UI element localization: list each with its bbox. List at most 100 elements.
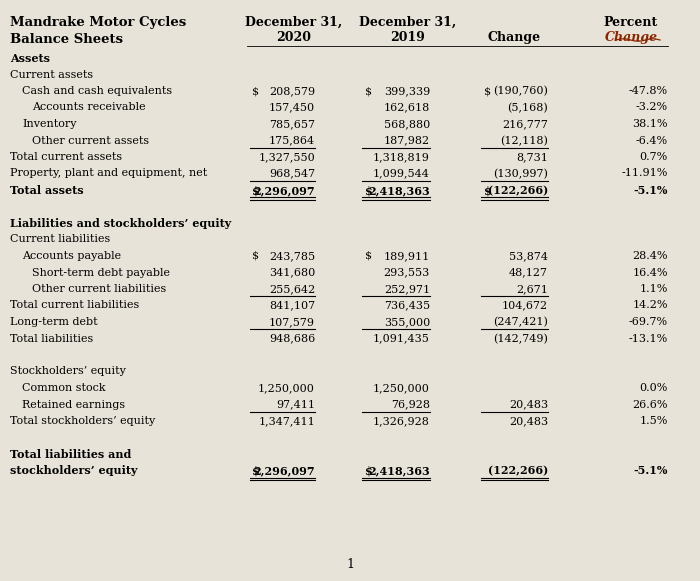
Text: (122,266): (122,266): [488, 185, 548, 196]
Text: 1,327,550: 1,327,550: [258, 152, 315, 162]
Text: $: $: [252, 251, 259, 261]
Text: 104,672: 104,672: [502, 300, 548, 310]
Text: 1,318,819: 1,318,819: [373, 152, 430, 162]
Text: Total assets: Total assets: [10, 185, 83, 196]
Text: 157,450: 157,450: [269, 102, 315, 113]
Text: Total stockholders’ equity: Total stockholders’ equity: [10, 416, 155, 426]
Text: (5,168): (5,168): [508, 102, 548, 113]
Text: Retained earnings: Retained earnings: [22, 400, 125, 410]
Text: Cash and cash equivalents: Cash and cash equivalents: [22, 86, 172, 96]
Text: 2,671: 2,671: [516, 284, 548, 294]
Text: 38.1%: 38.1%: [633, 119, 668, 129]
Text: 216,777: 216,777: [502, 119, 548, 129]
Text: 0.7%: 0.7%: [640, 152, 668, 162]
Text: 208,579: 208,579: [269, 86, 315, 96]
Text: 2019: 2019: [390, 31, 425, 44]
Text: -3.2%: -3.2%: [636, 102, 668, 113]
Text: $: $: [484, 86, 491, 96]
Text: Stockholders’ equity: Stockholders’ equity: [10, 367, 126, 376]
Text: 255,642: 255,642: [269, 284, 315, 294]
Text: 293,553: 293,553: [384, 267, 430, 278]
Text: 1,326,928: 1,326,928: [373, 416, 430, 426]
Text: 2,418,363: 2,418,363: [368, 185, 430, 196]
Text: (130,997): (130,997): [493, 168, 548, 179]
Text: 97,411: 97,411: [276, 400, 315, 410]
Text: 1.1%: 1.1%: [640, 284, 668, 294]
Text: $: $: [252, 86, 259, 96]
Text: Other current assets: Other current assets: [32, 135, 149, 145]
Text: Total liabilities and: Total liabilities and: [10, 449, 132, 460]
Text: Total current assets: Total current assets: [10, 152, 122, 162]
Text: (190,760): (190,760): [493, 86, 548, 96]
Text: 53,874: 53,874: [509, 251, 548, 261]
Text: 243,785: 243,785: [269, 251, 315, 261]
Text: 0.0%: 0.0%: [640, 383, 668, 393]
Text: $: $: [365, 251, 372, 261]
Text: -5.1%: -5.1%: [634, 465, 668, 476]
Text: Other current liabilities: Other current liabilities: [32, 284, 167, 294]
Text: 48,127: 48,127: [509, 267, 548, 278]
Text: 568,880: 568,880: [384, 119, 430, 129]
Text: $: $: [252, 185, 260, 196]
Text: 1: 1: [346, 558, 354, 571]
Text: Percent: Percent: [603, 16, 658, 29]
Text: 2,418,363: 2,418,363: [368, 465, 430, 476]
Text: Mandrake Motor Cycles: Mandrake Motor Cycles: [10, 16, 186, 29]
Text: 1.5%: 1.5%: [640, 416, 668, 426]
Text: (247,421): (247,421): [493, 317, 548, 327]
Text: 968,547: 968,547: [269, 168, 315, 178]
Text: 1,099,544: 1,099,544: [373, 168, 430, 178]
Text: -6.4%: -6.4%: [636, 135, 668, 145]
Text: $: $: [365, 86, 372, 96]
Text: 20,483: 20,483: [509, 400, 548, 410]
Text: 187,982: 187,982: [384, 135, 430, 145]
Text: December 31,: December 31,: [359, 16, 456, 29]
Text: 162,618: 162,618: [384, 102, 430, 113]
Text: (142,749): (142,749): [493, 333, 548, 344]
Text: 355,000: 355,000: [384, 317, 430, 327]
Text: $: $: [252, 465, 260, 476]
Text: Current liabilities: Current liabilities: [10, 235, 111, 245]
Text: -13.1%: -13.1%: [629, 333, 668, 343]
Text: Current assets: Current assets: [10, 70, 93, 80]
Text: (12,118): (12,118): [500, 135, 548, 146]
Text: $: $: [484, 185, 491, 196]
Text: 736,435: 736,435: [384, 300, 430, 310]
Text: 14.2%: 14.2%: [633, 300, 668, 310]
Text: 1,347,411: 1,347,411: [258, 416, 315, 426]
Text: 20,483: 20,483: [509, 416, 548, 426]
Text: December 31,: December 31,: [245, 16, 342, 29]
Text: 28.4%: 28.4%: [633, 251, 668, 261]
Text: 2,296,097: 2,296,097: [253, 185, 315, 196]
Text: 107,579: 107,579: [269, 317, 315, 327]
Text: stockholders’ equity: stockholders’ equity: [10, 465, 137, 476]
Text: 1,091,435: 1,091,435: [373, 333, 430, 343]
Text: Total current liabilities: Total current liabilities: [10, 300, 139, 310]
Text: -47.8%: -47.8%: [629, 86, 668, 96]
Text: Property, plant and equipment, net: Property, plant and equipment, net: [10, 168, 207, 178]
Text: Assets: Assets: [10, 53, 50, 64]
Text: 341,680: 341,680: [269, 267, 315, 278]
Text: Change: Change: [605, 31, 658, 44]
Text: 399,339: 399,339: [384, 86, 430, 96]
Text: Change: Change: [488, 31, 541, 44]
Text: -11.91%: -11.91%: [622, 168, 668, 178]
Text: Common stock: Common stock: [22, 383, 106, 393]
Text: -69.7%: -69.7%: [629, 317, 668, 327]
Text: Accounts payable: Accounts payable: [22, 251, 121, 261]
Text: 948,686: 948,686: [269, 333, 315, 343]
Text: Accounts receivable: Accounts receivable: [32, 102, 146, 113]
Text: 189,911: 189,911: [384, 251, 430, 261]
Text: 76,928: 76,928: [391, 400, 430, 410]
Text: 785,657: 785,657: [269, 119, 315, 129]
Text: 252,971: 252,971: [384, 284, 430, 294]
Text: 2020: 2020: [276, 31, 311, 44]
Text: 1,250,000: 1,250,000: [373, 383, 430, 393]
Text: $: $: [365, 185, 372, 196]
Text: 1,250,000: 1,250,000: [258, 383, 315, 393]
Text: 8,731: 8,731: [516, 152, 548, 162]
Text: Balance Sheets: Balance Sheets: [10, 33, 123, 46]
Text: 16.4%: 16.4%: [633, 267, 668, 278]
Text: (122,266): (122,266): [488, 465, 548, 476]
Text: $: $: [365, 465, 372, 476]
